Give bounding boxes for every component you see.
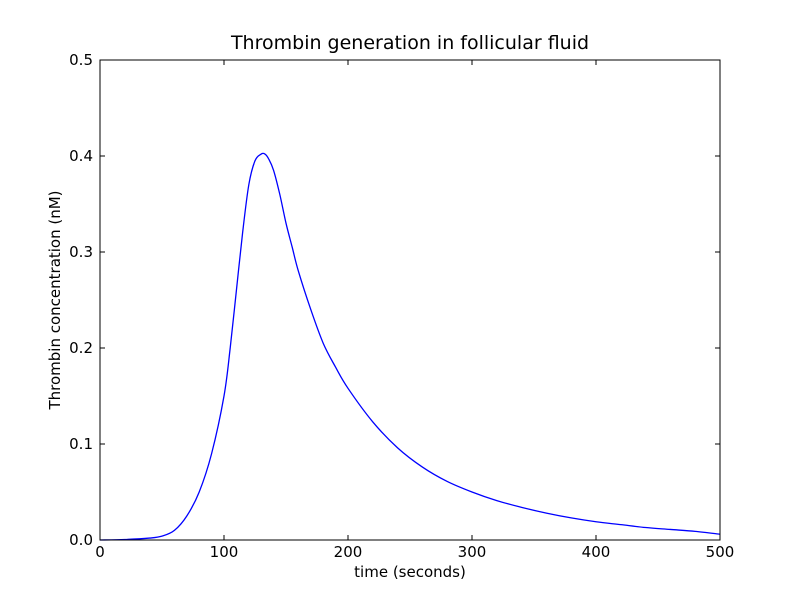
y-tick-label: 0.4 xyxy=(69,147,93,165)
x-tick-label: 200 xyxy=(334,543,363,561)
plot-frame xyxy=(99,59,721,541)
y-tick-label: 0.3 xyxy=(69,243,93,261)
y-tick-label: 0.2 xyxy=(69,339,93,357)
y-tick-label: 0.1 xyxy=(69,435,93,453)
ticks-layer: 0 100 200 300 400 500 0.0 0.1 0.2 0.3 0.4 0.5 xyxy=(69,51,734,561)
x-tick-label: 100 xyxy=(210,543,239,561)
x-tick-label: 500 xyxy=(706,543,735,561)
series-layer xyxy=(99,152,721,541)
y-axis-label: Thrombin concentration (nM) xyxy=(46,190,64,410)
chart-title: Thrombin generation in follicular fluid xyxy=(230,32,589,54)
x-tick-label: 400 xyxy=(582,543,611,561)
x-tick-label: 300 xyxy=(458,543,487,561)
x-tick-label: 0 xyxy=(95,543,105,561)
y-tick-label: 0.5 xyxy=(69,51,93,69)
y-tick-label: 0.0 xyxy=(69,531,93,549)
series-line xyxy=(99,152,721,541)
x-axis-label: time (seconds) xyxy=(354,563,466,581)
